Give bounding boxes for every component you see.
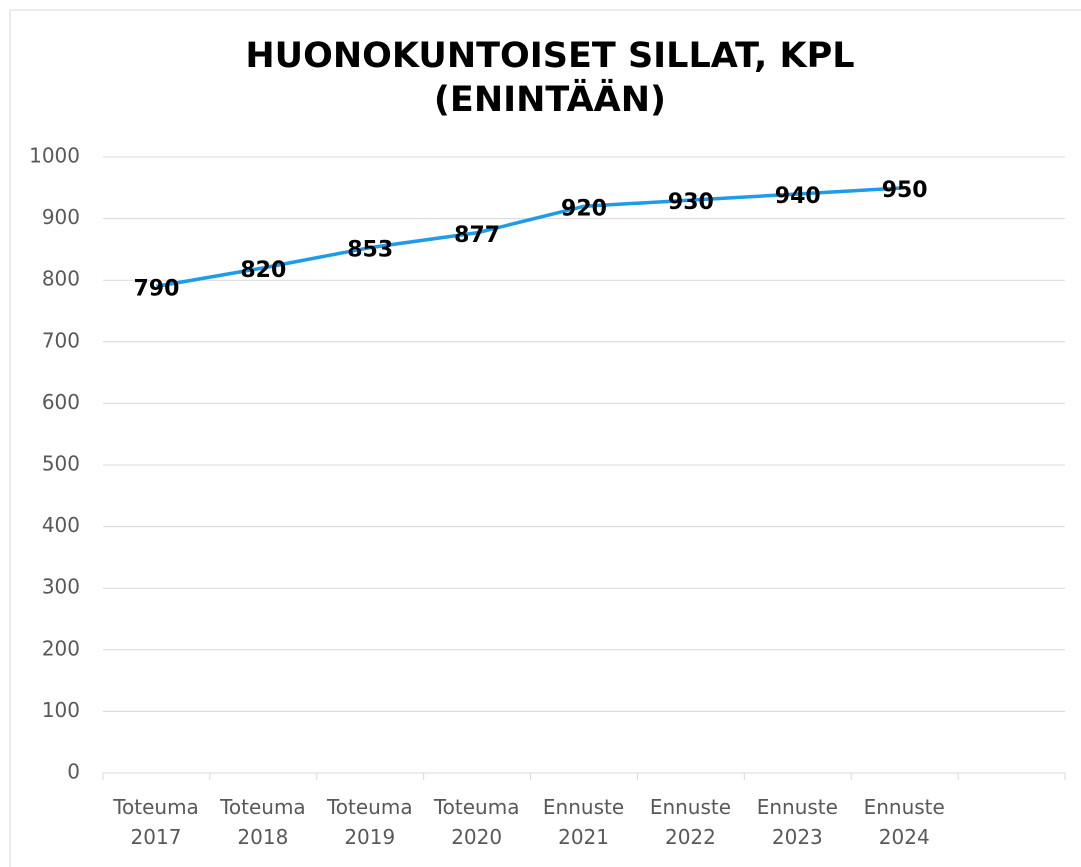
data-label: 930 [668, 190, 714, 215]
y-tick-label: 100 [42, 698, 80, 722]
x-tick-label: Ennuste 2023 [756, 795, 838, 849]
y-tick-label: 400 [42, 513, 80, 537]
y-tick-label: 700 [42, 328, 80, 352]
chart-border [9, 9, 1081, 867]
data-label: 820 [240, 258, 286, 283]
data-label: 853 [347, 238, 393, 263]
y-tick-label: 900 [42, 205, 80, 229]
x-tick-label: Ennuste 2021 [542, 795, 625, 849]
x-tick-label: Ennuste 2022 [649, 795, 732, 849]
x-tick-label: Ennuste 2024 [863, 795, 945, 849]
y-tick-label: 1000 [29, 144, 80, 168]
y-tick-label: 800 [42, 267, 80, 291]
data-label: 950 [882, 178, 928, 203]
y-tick-label: 500 [42, 452, 80, 476]
y-tick-label: 600 [42, 390, 80, 414]
x-tick-label: Toteuma 2018 [220, 795, 306, 849]
data-label: 920 [561, 196, 607, 221]
y-tick-label: 300 [42, 575, 80, 599]
data-label: 940 [775, 184, 821, 209]
chart-title: HUONOKUNTOISET SILLAT, KPL (ENINTÄÄN) [245, 36, 855, 120]
data-label: 790 [133, 276, 179, 301]
y-tick-label: 0 [67, 760, 80, 784]
data-line [156, 186, 905, 289]
x-tick-label: Toteuma 2017 [113, 795, 199, 849]
y-tick-label: 200 [42, 636, 80, 660]
x-tick-label: Toteuma 2019 [326, 795, 413, 849]
x-tick-label: Toteuma 2020 [433, 795, 520, 849]
data-label: 877 [454, 223, 500, 248]
